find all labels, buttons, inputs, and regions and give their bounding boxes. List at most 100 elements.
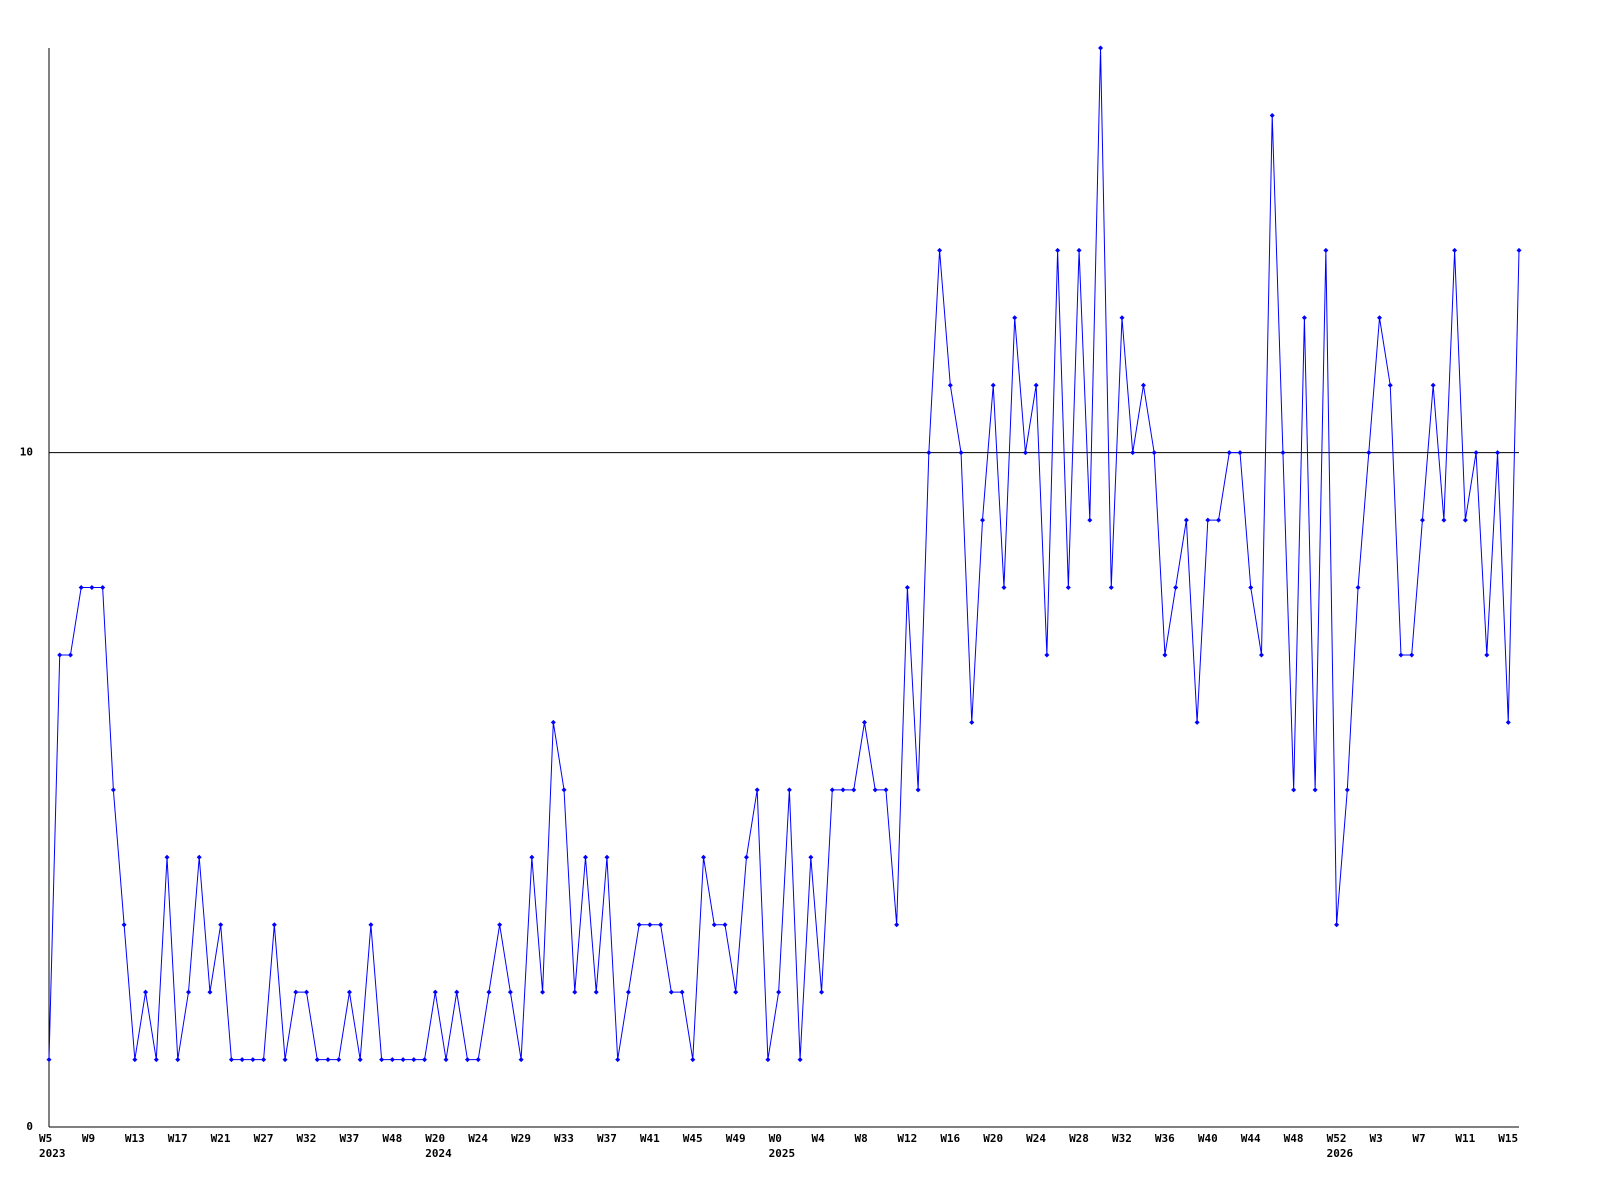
data-point [851,787,857,793]
data-point [722,922,728,928]
data-point [958,450,964,456]
data-point [937,247,943,253]
data-point [1334,922,1340,928]
x-tick-label: W37 [339,1132,359,1145]
data-point [100,585,106,590]
data-point [1484,652,1490,658]
data-point [894,922,900,928]
data-point [990,382,996,388]
x-tick-label: W32 [297,1132,317,1145]
x-tick-label: W45 [683,1132,703,1145]
data-point [701,854,707,860]
data-point [1516,247,1522,253]
data-point [1237,450,1243,456]
data-point [1377,315,1383,321]
data-point [1366,450,1372,456]
data-point [572,989,578,995]
data-point [185,989,191,995]
data-point [454,989,460,995]
data-point [78,585,84,590]
data-point [904,585,910,590]
x-tick-label: W24 [1026,1132,1046,1145]
data-point [1387,382,1393,388]
data-point [1312,787,1318,793]
data-point [400,1057,406,1063]
data-point [797,1057,803,1063]
data-point [443,1057,449,1063]
data-point [1065,585,1071,590]
data-point [658,922,664,928]
x-tick-label: W27 [254,1132,274,1145]
data-point [915,787,921,793]
data-point [1162,652,1168,658]
data-point [1108,585,1114,590]
data-point [733,989,739,995]
x-tick-label: W37 [597,1132,617,1145]
data-point [582,854,588,860]
data-point [861,719,867,725]
x-tick-label: W13 [125,1132,145,1145]
data-point [357,1057,363,1063]
data-point [1398,652,1404,658]
x-tick-label: W12 [897,1132,917,1145]
x-tick-label: W48 [1284,1132,1304,1145]
x-tick-label: W48 [382,1132,402,1145]
y-tick-label: 0 [26,1120,33,1133]
x-tick-label: W24 [468,1132,488,1145]
data-point [829,787,835,793]
data-point [293,989,299,995]
data-point [121,922,127,928]
data-point [1205,517,1211,523]
data-point [690,1057,696,1063]
data-point [1473,450,1479,456]
data-point [1344,787,1350,793]
data-point [379,1057,385,1063]
data-point [143,989,149,995]
data-point [196,854,202,860]
data-point [250,1057,256,1063]
x-tick-label: W49 [726,1132,746,1145]
data-point [1355,585,1361,590]
data-point [1248,585,1254,590]
data-point [282,1057,288,1063]
data-point [164,854,170,860]
data-point [1087,517,1093,523]
data-point [346,989,352,995]
data-point [1119,315,1125,321]
data-point [529,854,535,860]
x-tick-label: W3 [1370,1132,1383,1145]
data-point [1462,517,1468,523]
x-tick-label: W41 [640,1132,660,1145]
x-tick-label: W28 [1069,1132,1089,1145]
data-point [1419,517,1425,523]
data-point [1441,517,1447,523]
data-point [1301,315,1307,321]
data-point [1098,45,1104,51]
data-point [1495,450,1501,456]
data-point [207,989,213,995]
data-point [776,989,782,995]
data-point [1173,585,1179,590]
data-point [625,989,631,995]
data-point [1409,652,1415,658]
data-point [153,1057,159,1063]
data-point [46,1057,52,1063]
x-tick-label: W0 [769,1132,782,1145]
data-point [325,1057,331,1063]
x-tick-label: W33 [554,1132,574,1145]
data-point [411,1057,417,1063]
data-point [604,854,610,860]
x-tick-label: W7 [1412,1132,1425,1145]
data-point [518,1057,524,1063]
x-tick-label: W20 [983,1132,1003,1145]
data-point [1001,585,1007,590]
data-point [636,922,642,928]
data-point [432,989,438,995]
data-point [1022,450,1028,456]
data-point [980,517,986,523]
y-tick-label: 10 [20,446,33,459]
x-tick-label: W52 [1327,1132,1347,1145]
data-point [1216,517,1222,523]
x-tick-label: W36 [1155,1132,1175,1145]
